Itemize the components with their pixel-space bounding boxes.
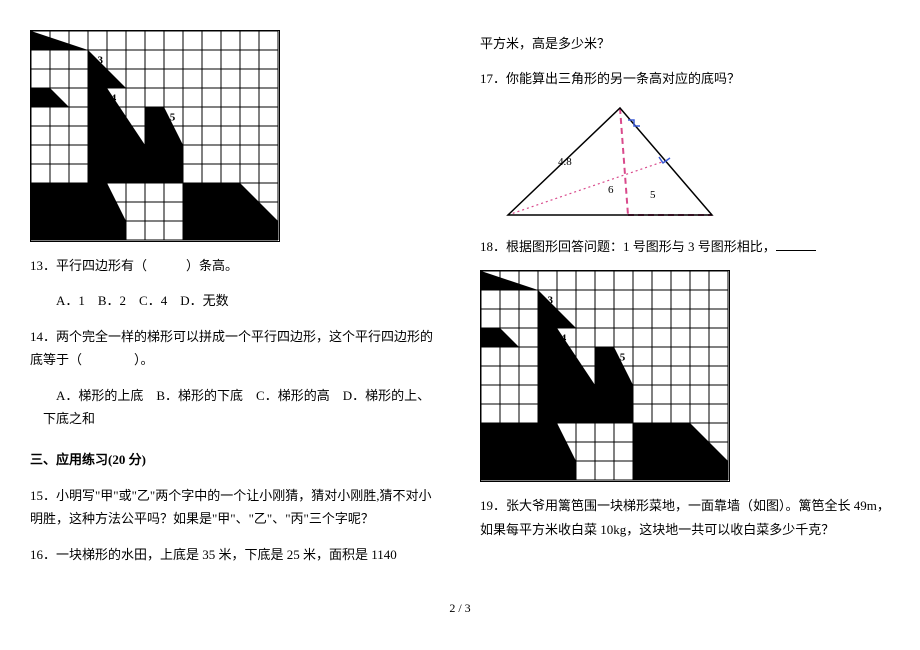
q14-text: 14．两个完全一样的梯形可以拼成一个平行四边形，这个平行四边形的底等于（ ）。 [30, 329, 433, 367]
svg-text:3: 3 [98, 54, 104, 66]
grid-figure-right: 1 3 2 4 5 6 7 [480, 270, 730, 482]
page-content: 1 3 2 4 5 6 7 13．平行四边形有（ ）条高。 A．1 B．2 C．4 D．无数… [30, 20, 890, 578]
question-18: 18．根据图形回答问题：1 号图形与 3 号图形相比， [480, 235, 890, 258]
svg-text:2: 2 [483, 332, 489, 344]
svg-text:6: 6 [79, 187, 85, 199]
svg-text:7: 7 [227, 187, 233, 199]
left-column: 1 3 2 4 5 6 7 13．平行四边形有（ ）条高。 A．1 B．2 C．4 D．无数… [30, 20, 440, 578]
svg-text:4: 4 [111, 92, 117, 104]
right-column: 平方米，高是多少米？ 17．你能算出三角形的另一条高对应的底吗？ 4.8 6 5 1… [480, 20, 890, 578]
svg-text:5: 5 [650, 189, 656, 201]
q13-options: A．1 B．2 C．4 D．无数 [43, 289, 440, 312]
q14-options: A．梯形的上底 B．梯形的下底 C．梯形的高 D．梯形的上、下底之和 [43, 384, 440, 431]
q13-text: 13．平行四边形有（ ）条高。 [30, 258, 238, 273]
triangle-figure: 4.8 6 5 [500, 103, 720, 223]
svg-text:3: 3 [548, 294, 554, 306]
grid-figure-left: 1 3 2 4 5 6 7 [30, 30, 280, 242]
page-footer: 2 / 3 [30, 598, 890, 620]
question-13: 13．平行四边形有（ ）条高。 [30, 254, 440, 277]
svg-text:1: 1 [33, 35, 39, 47]
question-16: 16．一块梯形的水田，上底是 35 米，下底是 25 米，面积是 1140 [30, 543, 440, 566]
q18-blank [776, 250, 816, 251]
svg-text:6: 6 [529, 427, 535, 439]
question-14: 14．两个完全一样的梯形可以拼成一个平行四边形，这个平行四边形的底等于（ ）。 [30, 325, 440, 372]
svg-text:4: 4 [561, 332, 567, 344]
svg-text:2: 2 [33, 92, 39, 104]
question-19: 19．张大爷用篱笆围一块梯形菜地，一面靠墙（如图）。篱笆全长 49m，如果每平方… [480, 494, 890, 541]
section-3-title: 三、应用练习(20 分) [30, 448, 440, 471]
question-15: 15．小明写"甲"或"乙"两个字中的一个让小刚猜，猜对小刚胜,猜不对小明胜，这种… [30, 484, 440, 531]
q18-text: 18．根据图形回答问题：1 号图形与 3 号图形相比， [480, 239, 776, 254]
svg-text:4.8: 4.8 [558, 156, 572, 168]
svg-text:7: 7 [677, 427, 683, 439]
question-17: 17．你能算出三角形的另一条高对应的底吗？ [480, 67, 890, 90]
svg-text:5: 5 [620, 351, 626, 363]
svg-text:1: 1 [483, 275, 489, 287]
svg-text:6: 6 [608, 184, 614, 196]
svg-text:5: 5 [170, 111, 176, 123]
question-16b: 平方米，高是多少米？ [480, 32, 890, 55]
